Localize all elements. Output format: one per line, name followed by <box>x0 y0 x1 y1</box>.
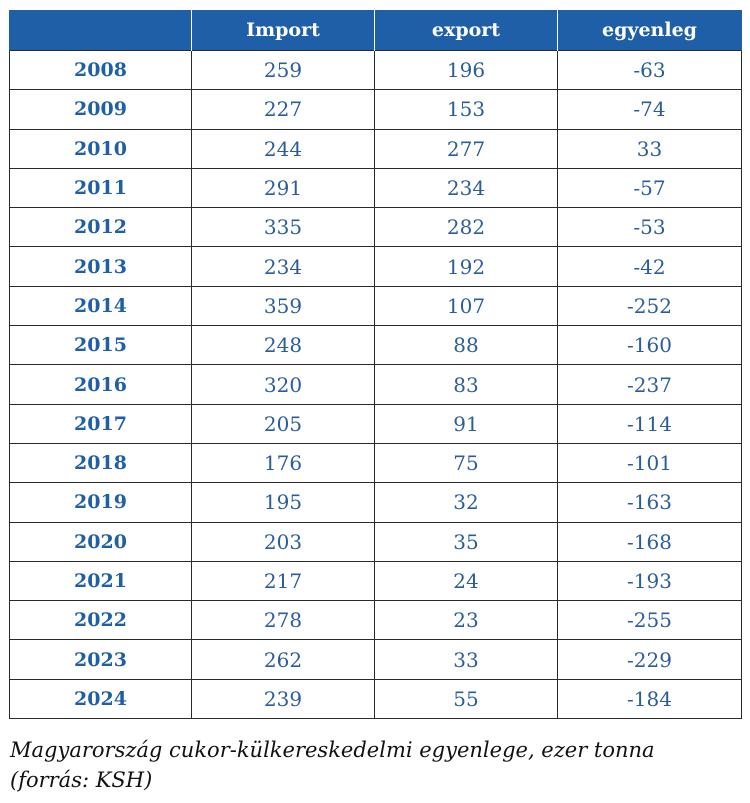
header-export: export <box>374 10 558 51</box>
year-cell: 2022 <box>9 600 192 641</box>
caption-line-2: (forrás: KSH) <box>10 768 153 792</box>
export-cell: 282 <box>374 207 558 248</box>
table-row: 2019 195 32 -163 <box>9 482 742 523</box>
trade-table-container: Import export egyenleg 2008 259 196 -63 2009… <box>9 10 742 720</box>
import-cell: 359 <box>191 285 375 327</box>
export-cell: 83 <box>374 364 558 405</box>
import-cell: 278 <box>191 600 375 641</box>
year-cell: 2014 <box>9 285 192 327</box>
export-cell: 24 <box>374 560 558 602</box>
import-cell: 262 <box>191 639 375 680</box>
balance-cell: -168 <box>557 521 742 562</box>
table-row: 2008 259 196 -63 <box>9 49 742 91</box>
table-row: 2010 244 277 33 <box>9 128 742 169</box>
export-cell: 75 <box>374 442 558 484</box>
year-cell: 2011 <box>9 167 192 209</box>
table-body: 2008 259 196 -63 2009 227 153 -74 2010 244 277 33 20… <box>9 49 742 720</box>
table-header: Import export egyenleg <box>9 10 742 51</box>
balance-cell: -193 <box>557 560 742 602</box>
balance-cell: -252 <box>557 285 742 327</box>
table-row: 2020 203 35 -168 <box>9 521 742 562</box>
import-cell: 176 <box>191 442 375 484</box>
year-cell: 2010 <box>9 128 192 169</box>
year-cell: 2021 <box>9 560 192 602</box>
import-cell: 203 <box>191 521 375 562</box>
export-cell: 277 <box>374 128 558 169</box>
import-cell: 248 <box>191 325 375 366</box>
year-cell: 2023 <box>9 639 192 680</box>
import-cell: 291 <box>191 167 375 209</box>
balance-cell: -255 <box>557 600 742 641</box>
balance-cell: -101 <box>557 442 742 484</box>
export-cell: 91 <box>374 403 558 444</box>
header-import: Import <box>191 10 375 51</box>
export-cell: 33 <box>374 639 558 680</box>
export-cell: 35 <box>374 521 558 562</box>
header-year <box>9 10 192 51</box>
import-cell: 320 <box>191 364 375 405</box>
table-row: 2015 248 88 -160 <box>9 325 742 366</box>
header-row: Import export egyenleg <box>9 10 742 51</box>
table-row: 2012 335 282 -53 <box>9 207 742 248</box>
balance-cell: -237 <box>557 364 742 405</box>
balance-cell: 33 <box>557 128 742 169</box>
balance-cell: -114 <box>557 403 742 444</box>
year-cell: 2008 <box>9 49 192 91</box>
year-cell: 2012 <box>9 207 192 248</box>
balance-cell: -184 <box>557 678 742 720</box>
table-row: 2022 278 23 -255 <box>9 600 742 641</box>
caption-line-1: Magyarország cukor-külkereskedelmi egyen… <box>10 738 655 762</box>
balance-cell: -63 <box>557 49 742 91</box>
export-cell: 153 <box>374 89 558 130</box>
import-cell: 234 <box>191 246 375 287</box>
balance-cell: -229 <box>557 639 742 680</box>
export-cell: 55 <box>374 678 558 720</box>
table-row: 2011 291 234 -57 <box>9 167 742 209</box>
year-cell: 2019 <box>9 482 192 523</box>
export-cell: 107 <box>374 285 558 327</box>
import-cell: 217 <box>191 560 375 602</box>
year-cell: 2018 <box>9 442 192 484</box>
export-cell: 32 <box>374 482 558 523</box>
sugar-trade-table: Import export egyenleg 2008 259 196 -63 2009… <box>9 10 742 720</box>
table-row: 2018 176 75 -101 <box>9 442 742 484</box>
table-row: 2013 234 192 -42 <box>9 246 742 287</box>
import-cell: 335 <box>191 207 375 248</box>
year-cell: 2009 <box>9 89 192 130</box>
import-cell: 239 <box>191 678 375 720</box>
table-row: 2009 227 153 -74 <box>9 89 742 130</box>
table-row: 2023 262 33 -229 <box>9 639 742 680</box>
export-cell: 196 <box>374 49 558 91</box>
balance-cell: -160 <box>557 325 742 366</box>
export-cell: 234 <box>374 167 558 209</box>
export-cell: 88 <box>374 325 558 366</box>
table-row: 2021 217 24 -193 <box>9 560 742 602</box>
balance-cell: -163 <box>557 482 742 523</box>
export-cell: 192 <box>374 246 558 287</box>
balance-cell: -53 <box>557 207 742 248</box>
year-cell: 2016 <box>9 364 192 405</box>
year-cell: 2024 <box>9 678 192 720</box>
year-cell: 2020 <box>9 521 192 562</box>
balance-cell: -57 <box>557 167 742 209</box>
balance-cell: -42 <box>557 246 742 287</box>
year-cell: 2013 <box>9 246 192 287</box>
year-cell: 2017 <box>9 403 192 444</box>
import-cell: 227 <box>191 89 375 130</box>
table-row: 2017 205 91 -114 <box>9 403 742 444</box>
import-cell: 195 <box>191 482 375 523</box>
table-row: 2014 359 107 -252 <box>9 285 742 327</box>
import-cell: 205 <box>191 403 375 444</box>
table-caption: Magyarország cukor-külkereskedelmi egyen… <box>10 735 740 795</box>
table-row: 2016 320 83 -237 <box>9 364 742 405</box>
export-cell: 23 <box>374 600 558 641</box>
balance-cell: -74 <box>557 89 742 130</box>
import-cell: 259 <box>191 49 375 91</box>
table-row: 2024 239 55 -184 <box>9 678 742 720</box>
import-cell: 244 <box>191 128 375 169</box>
header-balance: egyenleg <box>557 10 742 51</box>
year-cell: 2015 <box>9 325 192 366</box>
